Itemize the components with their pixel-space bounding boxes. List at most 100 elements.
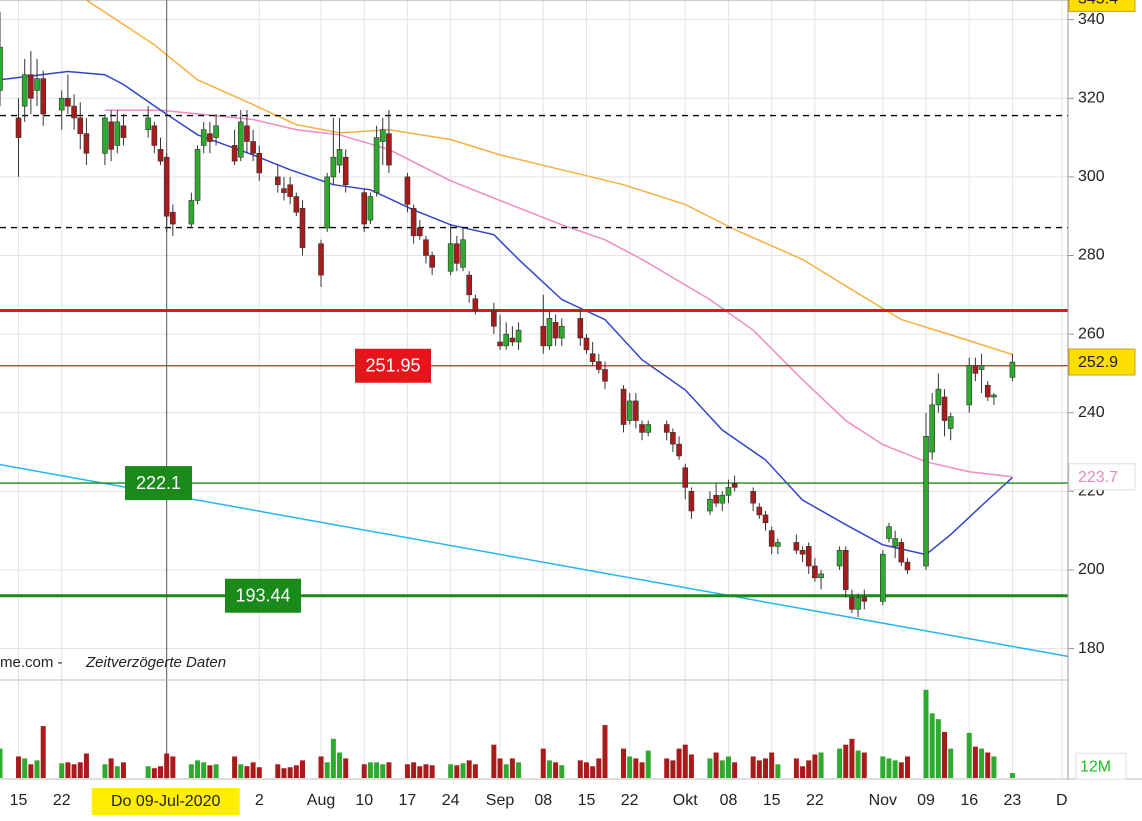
volume-tick-label: 12M — [1080, 758, 1111, 775]
candle-body — [849, 597, 855, 610]
candle-body — [423, 239, 429, 256]
y-tick-label: 200 — [1078, 561, 1105, 578]
price-tag: 252.9 — [1078, 354, 1118, 371]
volume-bar — [583, 762, 589, 778]
y-tick-label: 260 — [1078, 325, 1105, 342]
candle-body — [756, 506, 763, 516]
volume-bar — [120, 762, 126, 778]
price-tag-box — [1068, 463, 1136, 491]
volume-bar — [843, 744, 849, 778]
volume-bar — [800, 766, 806, 778]
candle-body — [750, 491, 756, 504]
volume-bar — [713, 752, 719, 778]
candle-body — [670, 432, 676, 445]
volume-bar — [256, 767, 262, 778]
candle-body — [275, 176, 281, 186]
volume-bar — [596, 758, 602, 778]
x-tick-label: 15 — [10, 792, 28, 809]
volume-bar — [892, 760, 898, 778]
volume-bar — [472, 764, 478, 778]
candle-body — [966, 365, 973, 406]
candle-body — [707, 498, 713, 512]
volume-bar — [337, 752, 343, 778]
volume-bar — [238, 764, 244, 778]
volume-bar — [151, 768, 157, 778]
moving-average — [104, 109, 1013, 478]
candle-body — [361, 192, 368, 225]
candle-body — [108, 121, 114, 150]
volume-bar — [114, 766, 120, 778]
candle-body — [935, 388, 942, 406]
volume-bar — [756, 760, 762, 778]
candle-body — [367, 196, 374, 221]
y-tick-label: 320 — [1078, 89, 1105, 106]
volume-bar — [676, 748, 682, 778]
volume-bar — [670, 760, 676, 778]
candle-body — [472, 298, 479, 311]
candle-body — [645, 424, 652, 433]
candle-body — [40, 78, 47, 115]
x-tick-label: 15 — [578, 792, 596, 809]
x-tick-label: 08 — [534, 792, 552, 809]
candle-body — [410, 208, 417, 237]
volume-bar — [880, 756, 886, 778]
volume-bar — [948, 748, 954, 778]
volume-bar — [793, 758, 799, 778]
candle-body — [120, 125, 127, 138]
volume-bar — [972, 746, 978, 778]
volume-bar — [991, 756, 997, 778]
candle-body — [904, 561, 911, 571]
volume-bar — [16, 756, 22, 778]
volume-bar — [923, 689, 929, 778]
volume-bar — [367, 762, 373, 778]
x-tick-label: Okt — [673, 792, 698, 809]
volume-bar — [732, 762, 738, 778]
volume-bar — [553, 762, 559, 778]
x-tick-label: 23 — [1004, 792, 1022, 809]
x-tick-label: Sep — [486, 792, 515, 809]
candle-body — [71, 105, 77, 119]
candle-body — [923, 436, 929, 567]
volume-bar — [645, 750, 651, 778]
candle-body — [984, 384, 991, 398]
x-tick-label: 24 — [442, 792, 460, 809]
volume-bar — [516, 762, 522, 778]
candle-body — [188, 200, 195, 225]
candle-body — [879, 553, 886, 602]
volume-bar — [750, 756, 756, 778]
candle-body — [633, 400, 639, 421]
volume-bar — [559, 765, 565, 778]
candle-body — [466, 274, 472, 296]
candle-body — [725, 487, 732, 496]
candle-body — [583, 337, 590, 351]
volume-bar — [287, 767, 293, 778]
candle-body — [546, 318, 553, 347]
candle-body — [416, 227, 423, 237]
x-tick-label: 09 — [917, 792, 935, 809]
candle-body — [102, 117, 108, 154]
candle-body — [28, 74, 34, 99]
price-tag: 223.7 — [1078, 469, 1118, 486]
price-tag-box — [1068, 0, 1136, 12]
candle-body — [256, 152, 263, 174]
volume-bar — [855, 750, 861, 778]
volume-bar — [22, 758, 28, 778]
x-tick-label: 22 — [806, 792, 824, 809]
candle-body — [281, 188, 287, 193]
candle-body — [114, 121, 121, 146]
candle-body — [682, 467, 689, 488]
overlay: 251.95 222.1 193.44 345.4 252.9 223.7 12M Do 09… — [91, 0, 1136, 815]
candle-body — [373, 137, 380, 193]
volume-bar — [466, 760, 472, 778]
candle-body — [429, 255, 435, 268]
moving-average — [0, 70, 1013, 556]
volume-bar — [966, 732, 972, 778]
volume-bar — [942, 731, 948, 778]
candle-body — [318, 243, 324, 276]
x-tick-label: 22 — [53, 792, 71, 809]
candle-body — [237, 121, 244, 158]
volume-bar — [806, 760, 812, 778]
volume-bar — [71, 764, 77, 778]
volume-bar — [164, 753, 170, 778]
